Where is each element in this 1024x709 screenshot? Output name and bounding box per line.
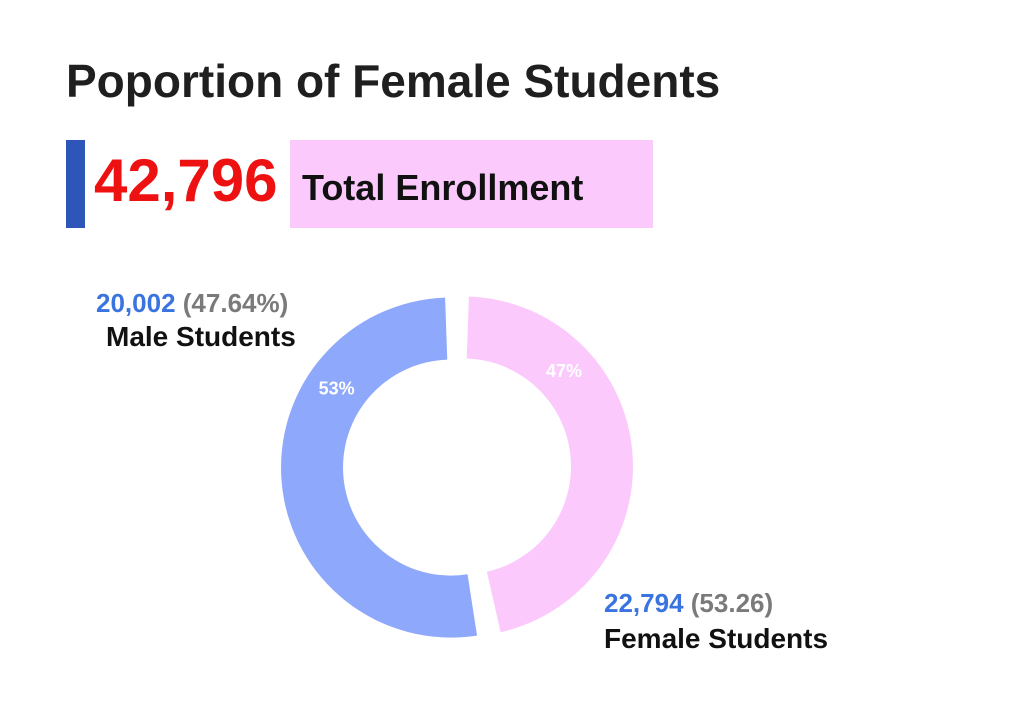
total-enrollment-label: Total Enrollment (302, 167, 584, 208)
female-label: Female Students (604, 623, 829, 654)
total-enrollment-label-box: Total Enrollment (290, 140, 653, 228)
total-enrollment-value: 42,796 (94, 147, 278, 214)
chart-title: Poportion of Female Students (66, 55, 721, 107)
donut-slice-female (466, 296, 633, 633)
female-callout: 22,794 (53.26) Female Students (604, 588, 828, 655)
female-percent: (53.26) (690, 588, 774, 618)
male-percent: (47.64%) (182, 288, 289, 318)
male-callout: 20,002 (47.64%) Male Students (96, 288, 296, 353)
accent-bar (66, 140, 85, 228)
male-count: 20,002 (96, 288, 176, 318)
slice-label-male: 53% (319, 379, 355, 399)
female-count: 22,794 (604, 588, 684, 618)
donut-slice-male (281, 297, 478, 638)
slice-label-female: 47% (546, 361, 582, 381)
male-label: Male Students (106, 321, 296, 352)
